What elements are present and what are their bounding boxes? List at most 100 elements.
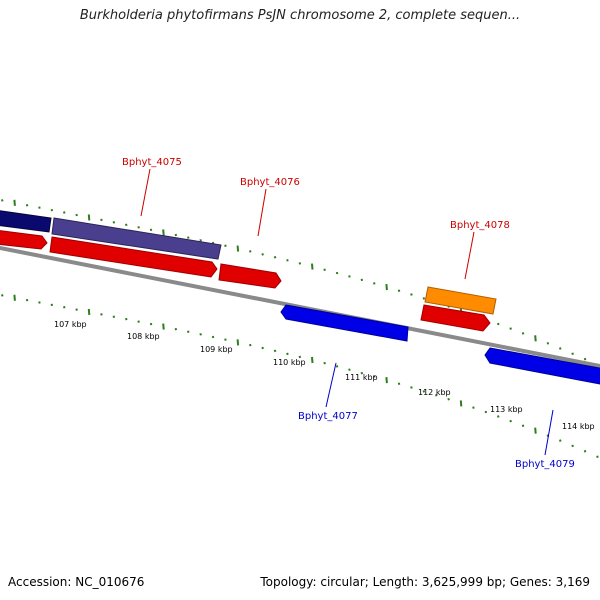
inner-track-tick (50, 303, 54, 307)
outer-track-tick (273, 256, 277, 259)
outer-track-tick (497, 322, 500, 326)
inner-track-tick (596, 455, 599, 458)
scale-label-108kbp: 108 kbp (127, 332, 160, 341)
inner-track-tick (100, 313, 103, 316)
inner-track-tick (162, 323, 165, 330)
inner-track-tick (397, 382, 401, 385)
outer-track-tick (38, 206, 41, 209)
inner-track-tick (298, 355, 302, 359)
outer-track-tick (100, 218, 103, 222)
outer-track-tick (87, 214, 91, 221)
inner-track-tick (459, 400, 463, 407)
leader-line-bphyt-4075 (140, 168, 151, 217)
inner-track-tick (571, 444, 574, 448)
outer-track-tick (112, 221, 116, 224)
outer-track-tick (137, 226, 140, 229)
gene-label-bphyt-4079[interactable]: Bphyt_4079 (515, 459, 575, 470)
outer-track-tick (422, 297, 426, 300)
gene-label-bphyt-4075[interactable]: Bphyt_4075 (122, 157, 182, 168)
feature-gene-left-fragment[interactable] (0, 210, 52, 233)
outer-track-tick (125, 223, 128, 227)
outer-track-tick (286, 259, 289, 262)
inner-track-tick (87, 308, 91, 316)
inner-track-tick (410, 386, 413, 389)
inner-track-tick (435, 394, 438, 397)
feature-cds-bphyt-4075[interactable] (49, 236, 218, 278)
outer-track-tick (348, 275, 351, 278)
inner-track-tick (137, 320, 140, 323)
outer-track-tick (385, 283, 388, 291)
gene-labels: Bphyt_4075 Bphyt_4076 Bphyt_4077 Bphyt_4… (122, 157, 575, 470)
feature-cds-bphyt-4077[interactable] (280, 304, 409, 342)
feature-cds-left-fragment[interactable] (0, 230, 48, 250)
inner-track-tick (112, 315, 116, 318)
outer-track-tick (583, 357, 587, 361)
inner-track-tick (75, 308, 78, 311)
scale-label-110kbp: 110 kbp (273, 358, 306, 367)
outer-track-tick (63, 211, 66, 214)
leader-line-bphyt-4076 (257, 188, 267, 237)
feature-cds-bphyt-4078[interactable] (420, 304, 491, 332)
outer-track-tick (534, 335, 537, 342)
feature-gene-bphyt-4078[interactable] (424, 286, 497, 315)
inner-track-tick (38, 301, 41, 304)
feature-cds-bphyt-4079[interactable] (484, 347, 600, 385)
outer-track-tick (509, 327, 512, 330)
outer-track-tick (162, 229, 165, 236)
outer-track-tick (236, 245, 240, 252)
outer-track-tick (149, 228, 153, 232)
inner-track-tick (583, 449, 587, 453)
feature-track (0, 210, 600, 385)
inner-track-tick (25, 298, 29, 302)
outer-track-tick (571, 352, 574, 355)
inner-track-tick (236, 339, 240, 346)
scale-label-111kbp: 111 kbp (345, 373, 378, 382)
inner-track-tick (472, 406, 475, 409)
outer-track-tick (199, 239, 202, 242)
inner-track-tick (286, 352, 289, 356)
outer-track-tick (521, 332, 525, 335)
inner-track-tick (13, 294, 16, 301)
outer-track-tick (187, 236, 190, 239)
scale-labels: 107 kbp 108 kbp 109 kbp 110 kbp 111 kbp … (54, 320, 595, 431)
outer-track-tick (174, 233, 178, 237)
outer-track-tick (311, 263, 314, 270)
gene-label-bphyt-4076[interactable]: Bphyt_4076 (240, 177, 300, 188)
outer-track-tick (249, 250, 252, 253)
inner-track-tick (125, 317, 128, 321)
outer-track-tick (410, 293, 413, 296)
feature-cds-bphyt-4076[interactable] (218, 263, 282, 289)
leader-line-bphyt-4078 (464, 231, 475, 280)
leader-line-bphyt-4079 (544, 409, 554, 456)
scale-label-113kbp: 113 kbp (490, 405, 523, 414)
outer-track-tick (75, 213, 78, 217)
inner-track-tick (534, 427, 537, 434)
inner-track-tick (211, 335, 215, 339)
inner-track-tick (385, 377, 388, 384)
inner-track-tick (521, 424, 525, 428)
inner-track-tick (559, 439, 562, 442)
leader-line-bphyt-4077 (325, 362, 337, 408)
inner-track-tick (484, 410, 488, 414)
inner-track-tick (63, 305, 66, 309)
gene-label-bphyt-4078[interactable]: Bphyt_4078 (450, 220, 510, 231)
inner-track-tick (261, 346, 264, 350)
inner-track-tick (447, 398, 450, 401)
inner-tick-track (1, 294, 599, 458)
inner-track-tick (187, 330, 190, 333)
topology-summary: Topology: circular; Length: 3,625,999 bp… (260, 575, 590, 589)
gene-label-bphyt-4077[interactable]: Bphyt_4077 (298, 411, 358, 422)
map-title: Burkholderia phytofirmans PsJN chromosom… (79, 8, 521, 23)
backbone (0, 246, 600, 368)
feature-gene-bphyt-4075[interactable] (51, 217, 222, 260)
outer-track-tick (373, 282, 376, 285)
inner-track-tick (323, 361, 326, 365)
outer-track-tick (13, 199, 16, 206)
inner-track-tick (348, 368, 351, 371)
scale-label-109kbp: 109 kbp (200, 345, 233, 354)
inner-track-tick (373, 375, 376, 378)
inner-track-tick (199, 333, 202, 336)
outer-track-tick (50, 208, 54, 212)
inner-track-tick (1, 294, 4, 297)
